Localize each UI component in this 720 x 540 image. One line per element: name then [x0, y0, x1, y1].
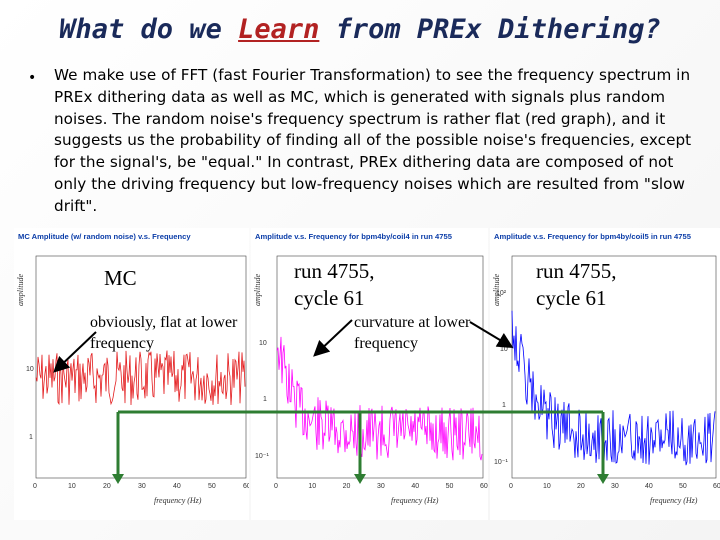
annotation-flat: obviously, flat at lower frequency	[90, 314, 238, 352]
x-tick: 60	[713, 483, 720, 490]
y-tick: 1	[502, 402, 506, 409]
x-axis-label: frequency (Hz)	[650, 496, 698, 505]
spectrum-trace	[276, 336, 483, 461]
y-tick: 10⁻¹	[494, 459, 508, 466]
slide-title: What do we Learn from PREx Dithering?	[0, 14, 720, 45]
x-tick: 20	[577, 483, 585, 490]
x-tick: 40	[645, 483, 653, 490]
y-tick: 1	[263, 396, 267, 403]
y-tick: 10	[259, 340, 267, 347]
chart-plot-coil5: 0 10 20 30 40 50 60	[509, 255, 720, 490]
spectrum-trace	[35, 350, 246, 406]
x-axis-label: frequency (Hz)	[391, 496, 439, 505]
bullet-icon: •	[28, 70, 37, 86]
title-highlight: Learn	[238, 14, 320, 45]
bullet-text: We make use of FFT (fast Fourier Transfo…	[54, 66, 692, 215]
y-tick: 10	[500, 346, 508, 353]
x-tick: 40	[411, 483, 419, 490]
x-tick: 60	[480, 483, 488, 490]
y-tick: 10²	[496, 290, 507, 297]
chart-panel-coil5: Amplitude v.s. Frequency for bpm4by/coil…	[490, 228, 720, 520]
x-tick: 0	[509, 483, 513, 490]
annotation-run-coil4: run 4755, cycle 61	[294, 259, 375, 310]
y-tick: 1	[29, 434, 33, 441]
x-tick: 40	[173, 483, 181, 490]
x-tick: 30	[377, 483, 385, 490]
title-part: What do we	[59, 14, 239, 45]
x-tick: 10	[308, 483, 316, 490]
x-tick: 50	[446, 483, 454, 490]
x-tick: 50	[208, 483, 216, 490]
x-tick: 20	[343, 483, 351, 490]
y-tick: 10	[26, 366, 34, 373]
x-tick: 50	[679, 483, 687, 490]
x-tick: 60	[243, 483, 249, 490]
x-tick: 0	[274, 483, 278, 490]
chart-panel-coil4: Amplitude v.s. Frequency for bpm4by/coil…	[251, 228, 488, 520]
x-tick: 30	[138, 483, 146, 490]
y-tick: 10⁻¹	[255, 453, 269, 460]
spectrum-trace	[511, 310, 716, 466]
x-tick: 0	[33, 483, 37, 490]
title-part: from PREx Dithering?	[319, 14, 661, 45]
chart-title: MC Amplitude (w/ random noise) v.s. Freq…	[18, 232, 191, 241]
x-axis-label: frequency (Hz)	[154, 496, 202, 505]
x-tick: 10	[543, 483, 551, 490]
chart-title: Amplitude v.s. Frequency for bpm4by/coil…	[494, 232, 691, 241]
x-tick: 30	[611, 483, 619, 490]
chart-title: Amplitude v.s. Frequency for bpm4by/coil…	[255, 232, 452, 241]
annotation-curvature: curvature at lower frequency	[354, 314, 471, 352]
x-tick: 20	[103, 483, 111, 490]
annotation-run-coil5: run 4755, cycle 61	[536, 259, 617, 310]
chart-panel-mc: MC Amplitude (w/ random noise) v.s. Freq…	[14, 228, 249, 520]
annotation-mc: MC	[104, 266, 137, 290]
chart-plot-coil4: 0 10 20 30 40 50 60	[274, 255, 488, 490]
x-tick: 10	[68, 483, 76, 490]
